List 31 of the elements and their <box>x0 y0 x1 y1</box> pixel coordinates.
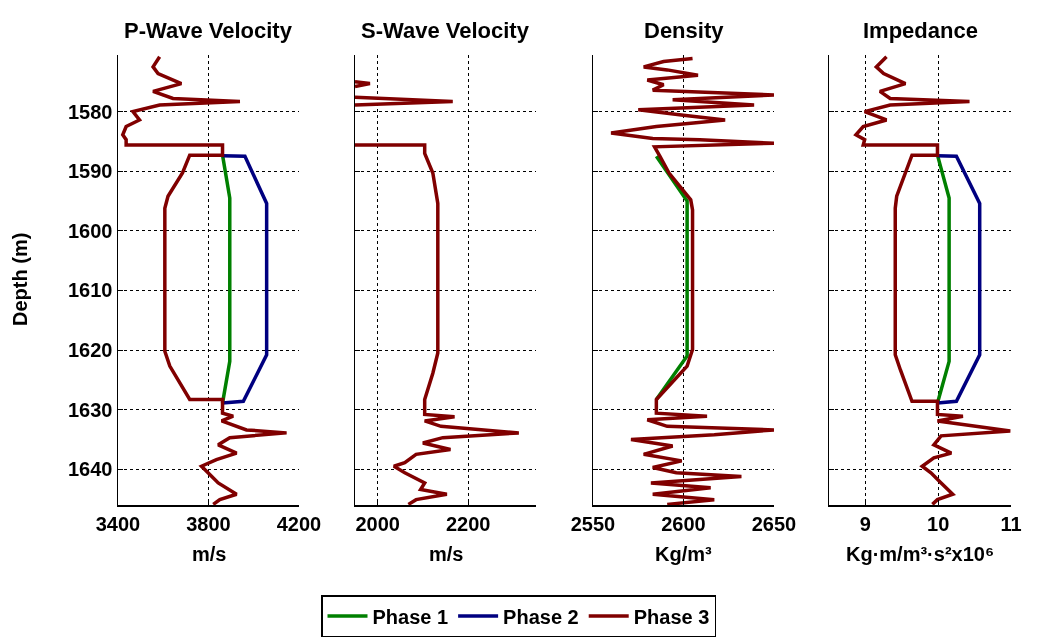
chart-title: P-Wave Velocity <box>124 18 293 43</box>
line-series <box>121 55 289 505</box>
y-tick-label: 1580 <box>68 100 113 123</box>
x-axis-title: Kg/m³ <box>655 543 712 565</box>
chart-title: S-Wave Velocity <box>361 18 530 43</box>
y-tick-label: 1590 <box>68 160 113 183</box>
y-tick-label: 1640 <box>68 458 113 481</box>
x-tick-label: 2650 <box>751 512 797 535</box>
legend-label: Phase 2 <box>503 605 579 628</box>
y-axis-title: Depth (m) <box>9 232 31 326</box>
x-axis-title: Kg·m/m³·s²x10⁶ <box>846 543 995 565</box>
x-tick-label: 3400 <box>95 512 141 535</box>
y-tick-label: 1600 <box>68 219 113 242</box>
x-tick-label: 2000 <box>355 512 400 535</box>
legend-label: Phase 3 <box>633 605 710 628</box>
x-tick-label: 11 <box>1000 512 1022 535</box>
y-tick-label: 1620 <box>68 339 113 362</box>
x-tick-label: 9 <box>859 512 871 535</box>
x-tick-label: 2200 <box>445 512 491 535</box>
chart-title: Density <box>644 18 725 43</box>
legend-label: Phase 1 <box>372 605 449 628</box>
x-tick-label: 10 <box>927 512 950 535</box>
x-axis-title: m/s <box>192 543 227 565</box>
chart-title: Impedance <box>863 18 978 43</box>
x-tick-label: 4200 <box>276 512 322 535</box>
y-tick-label: 1630 <box>68 398 113 421</box>
x-tick-label: 3800 <box>186 512 231 535</box>
x-axis-title: m/s <box>429 543 464 565</box>
x-tick-label: 2600 <box>661 512 706 535</box>
y-tick-label: 1610 <box>68 279 113 302</box>
x-tick-label: 2550 <box>570 512 616 535</box>
